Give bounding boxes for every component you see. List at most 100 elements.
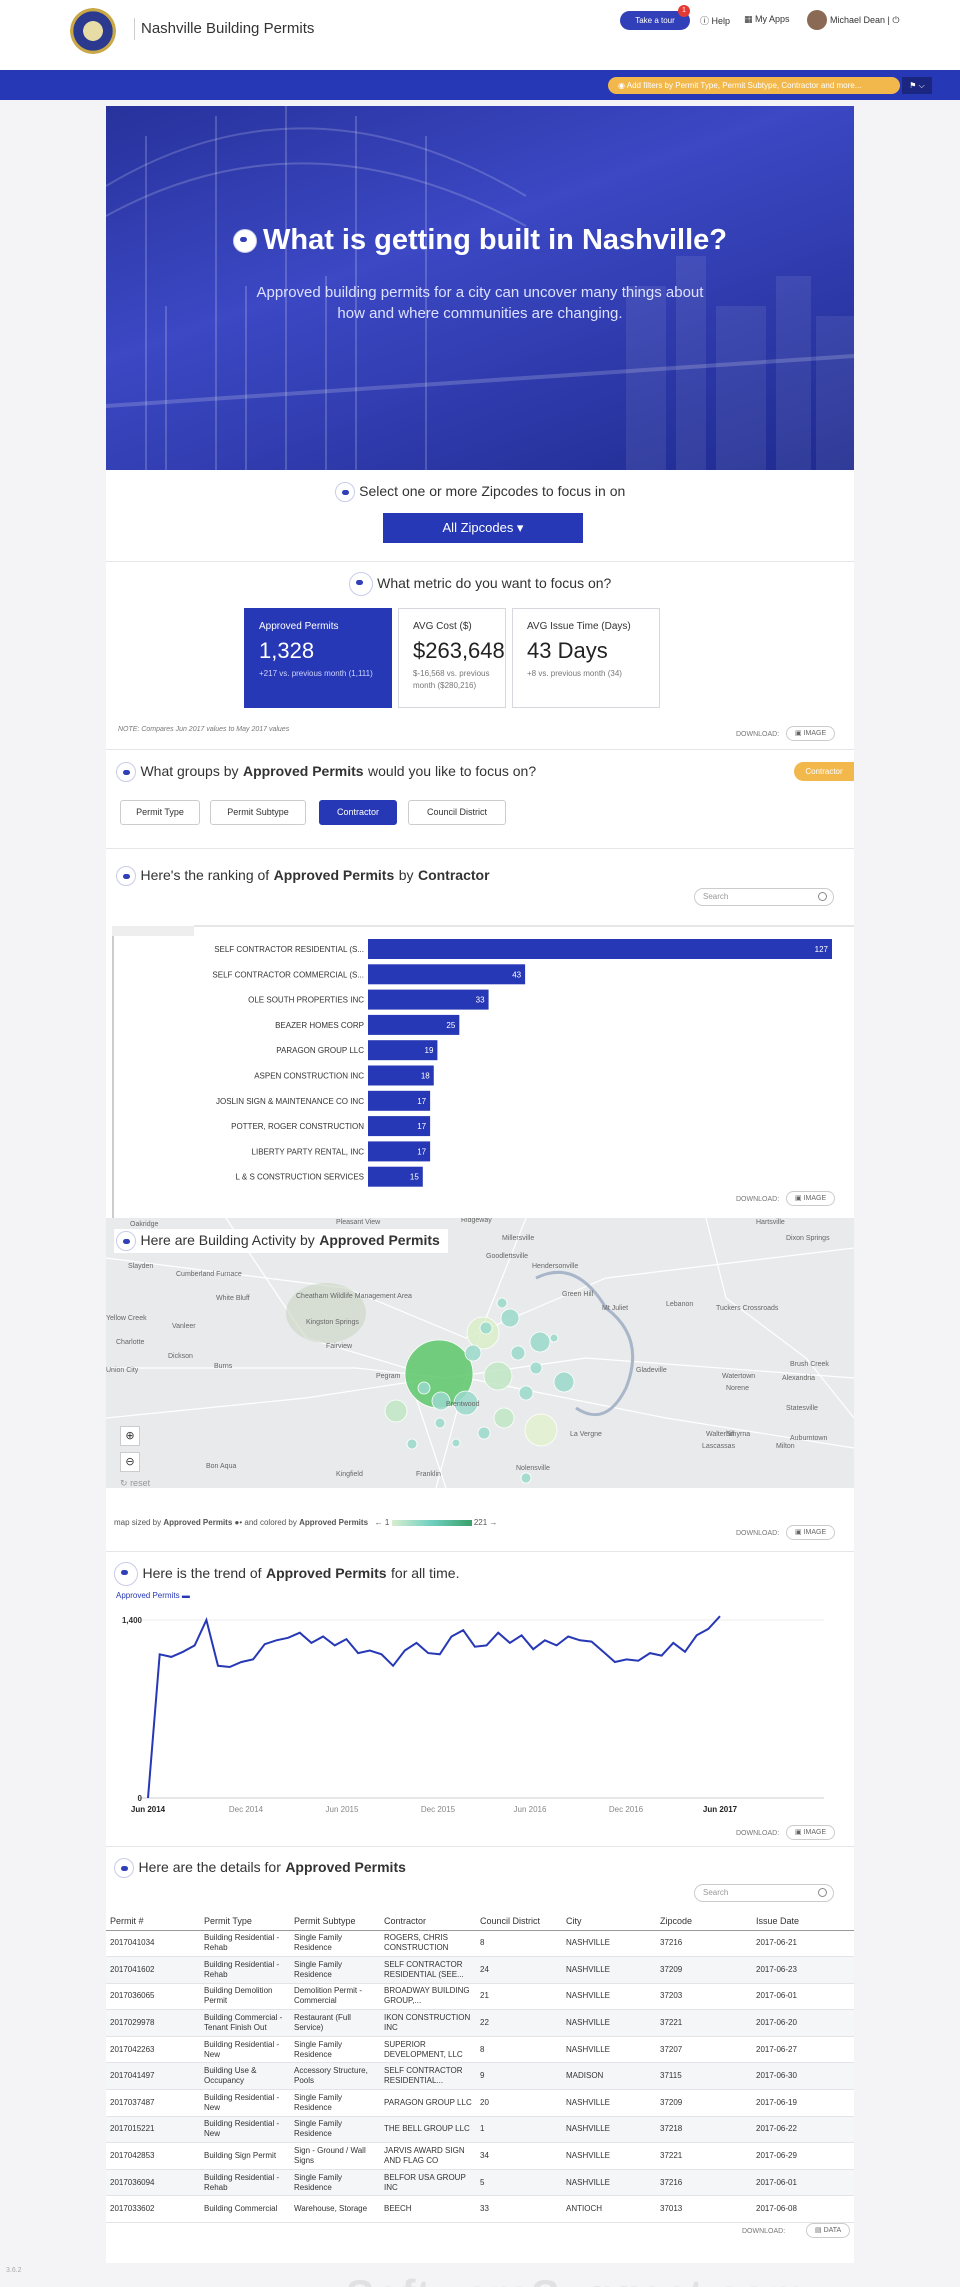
column-header[interactable]: City (562, 1912, 656, 1931)
bookmark-dropdown[interactable]: ⚑ ⌵ (902, 77, 932, 94)
map-place-label: Lascassas (702, 1443, 736, 1450)
table-cell: 2017029978 (106, 2009, 200, 2037)
bar[interactable] (368, 1090, 431, 1111)
map-reset-button[interactable]: ↻ reset (120, 1478, 150, 1488)
map-bubble[interactable] (553, 1371, 575, 1393)
bar-category-label: L & S CONSTRUCTION SERVICES (236, 1173, 364, 1182)
map-bubble[interactable] (417, 1381, 431, 1395)
download-data-button[interactable]: ▤ DATA (806, 2223, 851, 2238)
bar[interactable] (368, 964, 526, 985)
x-tick-label: Jun 2015 (326, 1805, 359, 1814)
group-button-permit-subtype[interactable]: Permit Subtype (210, 800, 306, 825)
data-btn-label: DATA (823, 2227, 842, 2234)
map-bubble[interactable] (510, 1345, 526, 1361)
group-button-permit-type[interactable]: Permit Type (120, 800, 200, 825)
bar[interactable] (368, 1040, 438, 1061)
map-bubble[interactable] (384, 1399, 408, 1423)
map-bubble[interactable] (483, 1361, 513, 1391)
bar[interactable] (368, 1141, 431, 1162)
map-bubble[interactable] (451, 1438, 461, 1448)
column-header[interactable]: Permit # (106, 1912, 200, 1931)
divider (106, 848, 854, 849)
metric-title: AVG Issue Time (Days) (527, 621, 631, 632)
download-image-button[interactable]: ▣ IMAGE (786, 1525, 836, 1540)
user-menu[interactable]: Michael Dean | ⏻ (830, 15, 900, 25)
map-place-label: Cumberland Furnace (176, 1271, 242, 1278)
download-image-button[interactable]: ▣ IMAGE (786, 1825, 836, 1840)
map-bubble[interactable] (518, 1385, 534, 1401)
power-icon[interactable]: ⏻ (892, 15, 900, 25)
table-row[interactable]: 2017033602 Building Commercial Warehouse, … (106, 2195, 854, 2224)
column-header[interactable]: Council District (476, 1912, 562, 1931)
map-bubble[interactable] (464, 1344, 482, 1362)
map-bubble[interactable] (479, 1321, 493, 1335)
group-button-contractor[interactable]: Contractor (319, 800, 397, 825)
map-bubble[interactable] (493, 1407, 515, 1429)
take-tour-button[interactable]: Take a tour (620, 11, 690, 30)
details-search-input[interactable]: Search (694, 1884, 834, 1902)
trend-legend[interactable]: Approved Permits ▬ (116, 1591, 190, 1600)
table-row[interactable]: 2017037487 Building Residential - New Sing… (106, 2089, 854, 2117)
column-header[interactable]: Contractor (380, 1912, 476, 1931)
selected-group-badge[interactable]: Contractor (794, 762, 854, 781)
table-cell: 2017-06-01 (752, 1983, 854, 2011)
map-place-label: Dixon Springs (786, 1235, 830, 1242)
bar[interactable] (368, 989, 489, 1010)
metric-card-avg-issue-time[interactable]: AVG Issue Time (Days) 43 Days +8 vs. pre… (512, 608, 660, 708)
nashville-seal-logo[interactable] (70, 8, 116, 54)
map-bubble[interactable] (529, 1331, 551, 1353)
table-row[interactable]: 2017015221 Building Residential - New Sing… (106, 2116, 854, 2144)
table-row[interactable]: 2017041497 Building Use & Occupancy Access… (106, 2062, 854, 2091)
column-header[interactable]: Zipcode (656, 1912, 752, 1931)
grid-icon: ▦ (744, 14, 753, 24)
download-label: DOWNLOAD: (736, 1530, 780, 1537)
download-image-button[interactable]: ▣ IMAGE (786, 1191, 836, 1206)
column-header[interactable]: Permit Subtype (290, 1912, 380, 1931)
table-cell: 2017042853 (106, 2142, 200, 2170)
bar[interactable] (368, 1116, 431, 1137)
table-row[interactable]: 2017041602 Building Residential - Rehab Si… (106, 1956, 854, 1984)
metric-card-avg-cost[interactable]: AVG Cost ($) $263,648 $-16,568 vs. previ… (398, 608, 506, 708)
map-bubble[interactable] (496, 1297, 508, 1309)
group-button-council-district[interactable]: Council District (408, 800, 506, 825)
add-filters-pill[interactable]: ◉ Add filters by Permit Type, Permit Sub… (608, 77, 900, 94)
map-bubble[interactable] (549, 1333, 559, 1343)
column-header[interactable]: Issue Date (752, 1912, 854, 1931)
map-bubble[interactable] (520, 1472, 532, 1484)
chart-scrollbar-brush[interactable] (112, 926, 194, 936)
avatar[interactable] (807, 10, 827, 30)
table-row[interactable]: 2017036065 Building Demolition Permit Demo… (106, 1983, 854, 2011)
map-bubble[interactable] (434, 1417, 446, 1429)
table-row[interactable]: 2017042853 Building Sign Permit Sign - Gro… (106, 2142, 854, 2170)
bar[interactable] (368, 1014, 460, 1035)
building-activity-map[interactable]: Oakridge Pleasant View Ridgeway Millersvill… (106, 1218, 854, 1488)
zoom-in-icon[interactable]: ⊕ (120, 1426, 140, 1446)
map-bubble[interactable] (524, 1413, 558, 1447)
details-question-pre: Here are the details for (138, 1859, 281, 1876)
camera-icon: ▣ (795, 730, 802, 737)
bar[interactable] (368, 1166, 423, 1187)
table-cell: Single Family Residence (290, 2169, 380, 2197)
bar[interactable] (368, 1065, 434, 1086)
map-bubble[interactable] (500, 1308, 520, 1328)
column-header[interactable]: Permit Type (200, 1912, 290, 1931)
map-bubble[interactable] (406, 1438, 418, 1450)
table-row[interactable]: 2017029978 Building Commercial - Tenant F… (106, 2009, 854, 2037)
ranking-search-input[interactable]: Search (694, 888, 834, 906)
map-bubble[interactable] (529, 1361, 543, 1375)
table-row[interactable]: 2017041034 Building Residential - Rehab Si… (106, 1930, 854, 1958)
map-bubble[interactable] (477, 1426, 491, 1440)
table-row[interactable]: 2017042263 Building Residential - New Sing… (106, 2036, 854, 2064)
table-row[interactable]: 2017036094 Building Residential - Rehab Si… (106, 2169, 854, 2197)
bar[interactable] (368, 939, 832, 959)
map-bubble[interactable] (453, 1390, 479, 1416)
table-cell: ANTIOCH (562, 2195, 656, 2224)
map-bubble[interactable] (431, 1391, 451, 1411)
zoom-out-icon[interactable]: ⊖ (120, 1452, 140, 1472)
table-cell: Building Residential - New (200, 2036, 290, 2064)
my-apps-link[interactable]: ▦ My Apps (744, 14, 790, 25)
all-zipcodes-dropdown[interactable]: All Zipcodes ▾ (383, 513, 583, 543)
download-image-button[interactable]: ▣ IMAGE (786, 726, 836, 741)
help-link[interactable]: ⓘ Help (700, 14, 730, 27)
metric-card-approved-permits[interactable]: Approved Permits 1,328 +217 vs. previous… (244, 608, 392, 708)
